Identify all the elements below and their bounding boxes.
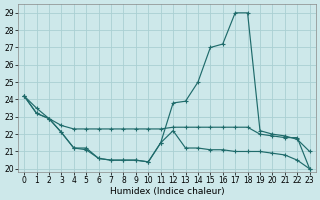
X-axis label: Humidex (Indice chaleur): Humidex (Indice chaleur) bbox=[109, 187, 224, 196]
